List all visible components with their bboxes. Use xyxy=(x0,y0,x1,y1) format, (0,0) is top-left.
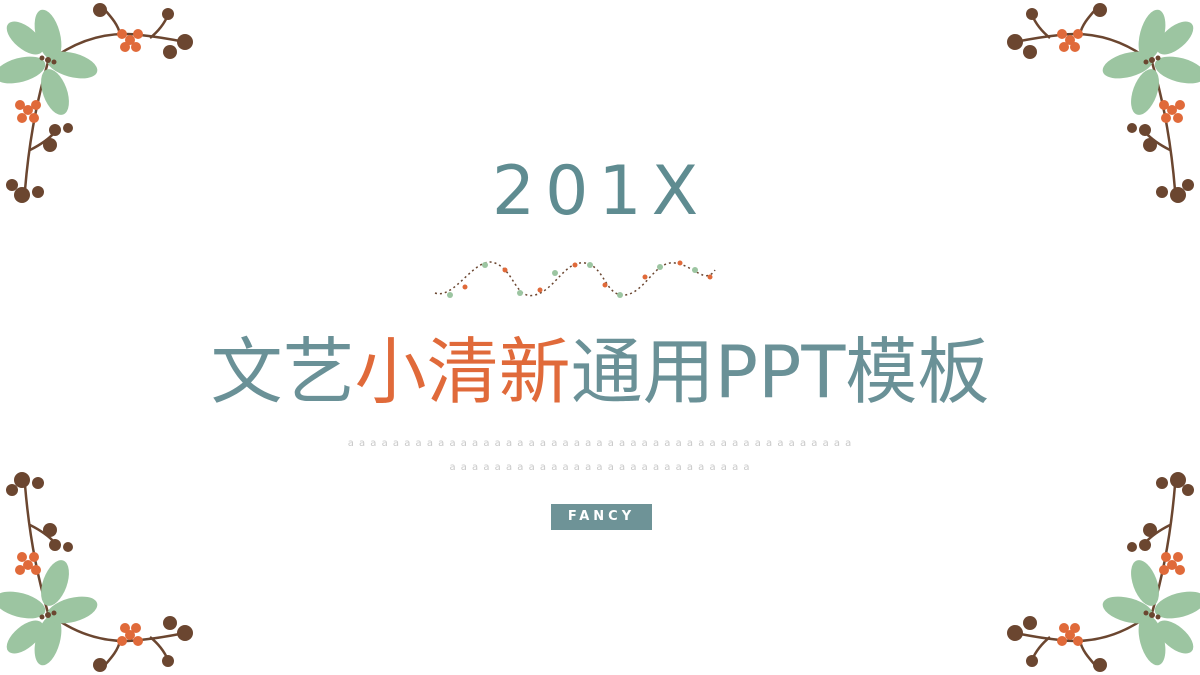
berries xyxy=(6,3,193,203)
subtitle-line-2: a a a a a a a a a a a a a a a a a a a a … xyxy=(449,462,751,473)
title-accent: 小清新 xyxy=(354,330,571,414)
floral-corner-bottom-left xyxy=(0,472,193,672)
slide-title: 文艺小清新通用PPT模板 xyxy=(0,330,1200,414)
floral-wave-divider xyxy=(434,260,716,298)
floral-corner-bottom-right xyxy=(1007,472,1200,672)
floral-corner-top-left xyxy=(0,3,193,203)
flower-center xyxy=(39,55,57,65)
title-part-1: 文艺 xyxy=(210,330,355,414)
year-heading: 201X xyxy=(491,152,709,231)
leaf-flower xyxy=(0,9,98,115)
subtitle-line-1: a a a a a a a a a a a a a a a a a a a a … xyxy=(347,438,853,449)
fancy-badge: FANCY xyxy=(551,504,652,530)
orange-flower xyxy=(15,29,143,123)
floral-corner-top-right xyxy=(1007,3,1200,203)
title-part-2: 通用PPT模板 xyxy=(570,330,990,414)
